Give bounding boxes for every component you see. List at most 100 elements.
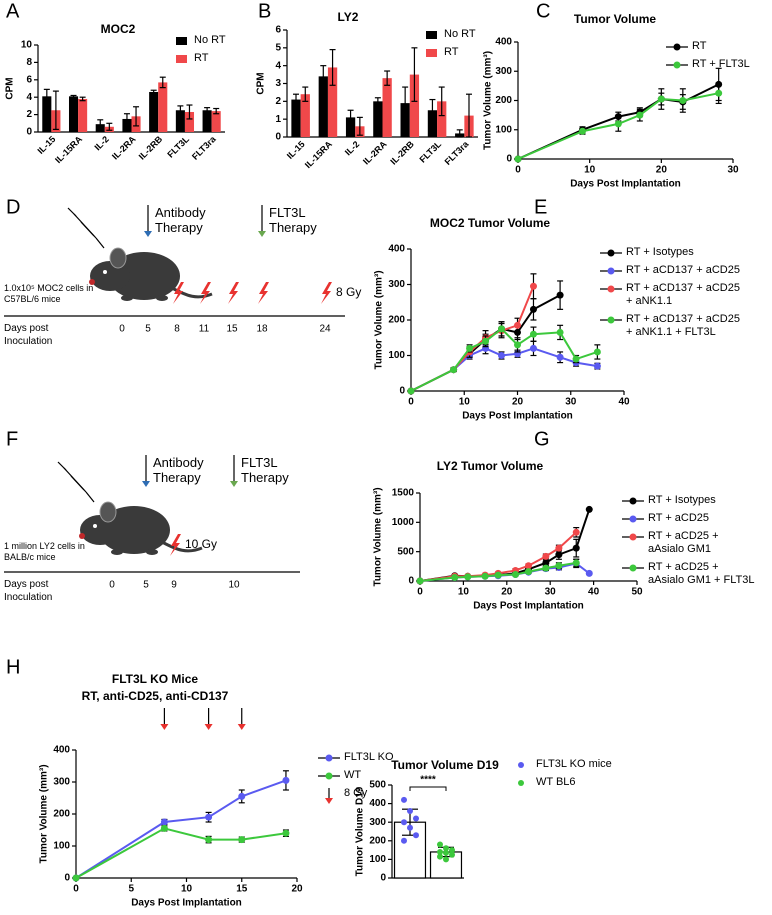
legend: RT RT + FLT3L xyxy=(666,40,766,71)
x-tick-label: 15 xyxy=(236,884,248,895)
timeline-day: 11 xyxy=(199,324,210,335)
timeline-day: 8 xyxy=(174,324,180,335)
bar xyxy=(318,76,328,137)
legend-dot xyxy=(607,285,615,293)
x-tick-label: IL-2RB xyxy=(388,139,416,167)
x-tick-label: IL-2RA xyxy=(110,134,138,162)
data-point xyxy=(451,573,459,581)
y-tick-label: 200 xyxy=(495,95,512,106)
x-tick-label: 0 xyxy=(417,587,423,598)
data-point xyxy=(72,874,80,882)
panel-letter: G xyxy=(534,429,550,451)
legend-marker xyxy=(600,249,622,257)
x-tick-label: IL-2RB xyxy=(137,134,165,162)
chart-title: LY2 Tumor Volume xyxy=(437,459,544,473)
bar xyxy=(427,110,438,137)
legend-item: FLT3L KO xyxy=(318,751,408,764)
legend-item: RT xyxy=(666,40,766,53)
x-tick-label: 30 xyxy=(565,397,577,408)
bar xyxy=(400,103,410,137)
y-axis-label: Tumor Volume D19 xyxy=(355,786,366,876)
y-tick-label: 1500 xyxy=(392,488,415,499)
legend-label: RT + aCD137 + aCD25 xyxy=(626,264,740,276)
y-tick-label: 0 xyxy=(506,154,512,165)
therapy-arrow-head xyxy=(144,231,152,237)
data-point xyxy=(401,819,407,826)
x-tick-label: FLT3L xyxy=(417,139,443,165)
legend-dot xyxy=(325,754,333,762)
therapy-arrow-head xyxy=(230,481,238,487)
legend-dot xyxy=(607,316,615,324)
series-line xyxy=(419,561,577,582)
legend-label: RT + Isotypes xyxy=(648,494,716,506)
x-axis-label: Days Post Implantation xyxy=(131,898,242,909)
x-axis-label: Days Post Implantation xyxy=(462,411,573,422)
legend-arrow-head xyxy=(325,798,333,804)
bar xyxy=(373,101,383,137)
timeline-day: 9 xyxy=(171,580,177,591)
timeline-day: 5 xyxy=(143,580,149,591)
y-tick-label: 300 xyxy=(388,279,405,290)
data-point xyxy=(437,853,443,860)
y-tick-label: 3 xyxy=(275,78,281,89)
data-point xyxy=(401,796,407,803)
radiation-bolt xyxy=(173,282,184,304)
x-tick-label: IL-2 xyxy=(343,139,361,157)
x-tick-label: IL-15 xyxy=(36,134,58,156)
y-tick-label: 100 xyxy=(369,854,386,865)
cells-label: 1.0x10⁵ MOC2 cells in C57BL/6 mice xyxy=(4,283,94,304)
chart-subtitle: RT, anti-CD25, anti-CD137 xyxy=(82,689,229,703)
significance-label: **** xyxy=(420,775,436,786)
timeline-label: Days post Inoculation xyxy=(4,323,53,347)
x-tick-label: IL-15RA xyxy=(303,139,334,170)
therapy-label: Antibody Therapy xyxy=(155,205,206,235)
legend-swatch xyxy=(176,55,187,63)
data-point xyxy=(514,341,521,349)
legend-label: RT xyxy=(194,52,209,64)
radiation-arrow-head xyxy=(160,724,169,730)
x-tick-label: 10 xyxy=(181,884,193,895)
data-point xyxy=(466,344,474,352)
legend-item: RT + aCD137 + aCD25 + aNK1.1 + FLT3L xyxy=(600,313,746,339)
data-point xyxy=(401,837,407,844)
series-line xyxy=(410,285,535,392)
legend-marker xyxy=(325,788,333,804)
series-line xyxy=(75,779,287,879)
radiation-label: 8 Gy xyxy=(336,285,361,299)
legend-marker xyxy=(622,564,644,572)
legend-label: RT + aCD25 xyxy=(648,512,710,524)
legend-item: 8 Gy xyxy=(318,787,408,804)
legend-marker xyxy=(426,31,437,39)
data-point xyxy=(413,832,419,839)
legend-marker xyxy=(600,267,622,275)
legend-dot xyxy=(629,497,637,505)
data-point xyxy=(514,321,521,329)
x-tick-label: 0 xyxy=(408,397,414,408)
data-point xyxy=(525,568,532,576)
radiation-bolt xyxy=(321,282,332,304)
y-tick-label: 0 xyxy=(26,127,32,138)
therapy-arrow-head xyxy=(142,481,150,487)
timeline-label: Days post Inoculation xyxy=(4,579,53,603)
x-tick-label: 30 xyxy=(545,587,557,598)
y-tick-label: 400 xyxy=(53,745,70,756)
data-point xyxy=(464,573,472,581)
legend-marker xyxy=(622,497,644,505)
legend-dot xyxy=(629,515,637,523)
panel-letter: F xyxy=(6,429,18,451)
data-point xyxy=(529,305,537,313)
x-tick-label: 30 xyxy=(727,165,739,176)
data-point xyxy=(282,776,290,784)
data-point xyxy=(450,366,458,374)
bar xyxy=(175,110,185,132)
legend-item: WT xyxy=(318,769,408,782)
data-point xyxy=(494,571,502,579)
x-tick-label: IL-2 xyxy=(92,134,110,152)
x-tick-label: FLT3L xyxy=(165,134,191,160)
radiation-label: 10 Gy xyxy=(185,537,217,551)
y-tick-label: 400 xyxy=(495,37,512,48)
bar xyxy=(211,111,221,132)
data-point xyxy=(556,291,564,299)
legend-swatch xyxy=(426,49,437,57)
